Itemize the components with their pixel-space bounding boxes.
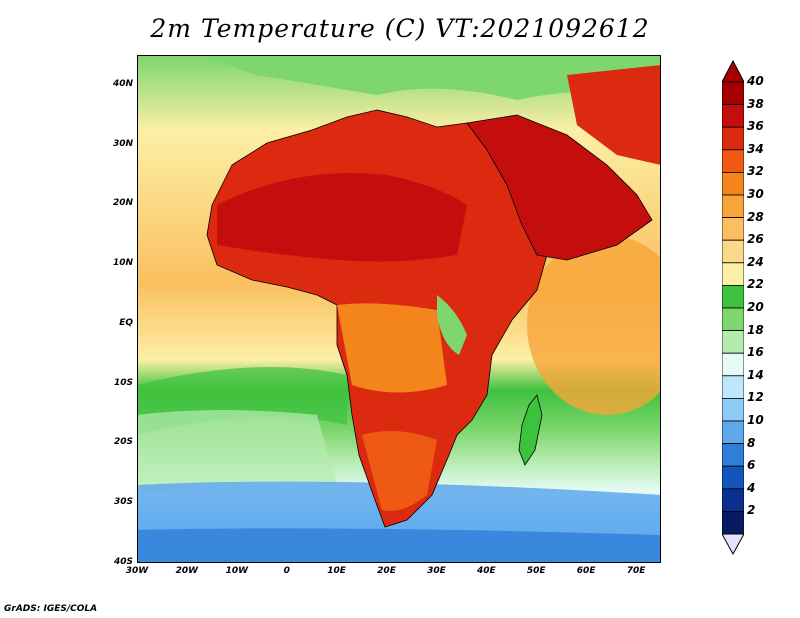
credit-text: GrADS: IGES/COLA <box>4 604 98 614</box>
southern-ocean-cold <box>137 528 661 563</box>
colorbar-label: 2 <box>747 503 756 518</box>
colorbar-swatch <box>722 307 744 332</box>
colorbar-swatch <box>722 284 744 309</box>
colorbar-swatch <box>722 126 744 151</box>
colorbar-swatch <box>722 81 744 106</box>
colorbar-label: 34 <box>747 141 764 156</box>
lon-tick-label: 30E <box>427 566 446 576</box>
colorbar-swatch <box>722 443 744 467</box>
colorbar-swatch <box>722 465 744 490</box>
lat-tick-label: 40N <box>112 78 133 89</box>
colorbar-swatch <box>722 172 744 196</box>
colorbar-swatch <box>722 375 744 399</box>
sahara-hot <box>217 173 467 262</box>
arabia-landmass <box>466 114 653 261</box>
colorbar-label: 14 <box>747 367 764 382</box>
colorbar-label: 26 <box>747 232 764 247</box>
colorbar-label: 30 <box>747 187 764 201</box>
colorbar-label: 16 <box>747 345 764 360</box>
colorbar-swatch <box>722 149 744 173</box>
colorbar-label: 6 <box>747 458 756 473</box>
colorbar-label: 10 <box>747 413 764 427</box>
colorbar-label: 12 <box>747 390 764 405</box>
lon-tick-label: 60E <box>576 566 596 576</box>
southern-africa-warm <box>362 431 437 511</box>
colorbar-label: 28 <box>747 209 764 224</box>
colorbar-swatch <box>722 330 744 354</box>
colorbar-over-arrow <box>722 60 744 83</box>
colorbar-swatch <box>722 194 744 219</box>
lat-tick-label: 20S <box>113 437 133 448</box>
colorbar-label: 22 <box>747 277 764 292</box>
lon-tick-label: 10E <box>327 566 346 576</box>
lon-tick-label: 50E <box>526 566 546 576</box>
lon-tick-label: 70E <box>626 566 646 576</box>
europe-region <box>197 55 661 100</box>
iran-region <box>567 65 661 165</box>
lon-tick-label: 0 <box>283 566 290 576</box>
central-africa-warm <box>337 303 447 393</box>
colorbar-swatch <box>722 420 744 445</box>
lat-tick-label: 30S <box>113 497 133 508</box>
temperature-map <box>137 55 661 563</box>
lat-tick-label: 40S <box>113 557 133 567</box>
colorbar-label: 38 <box>747 96 764 111</box>
lat-tick-label: EQ <box>119 317 133 328</box>
colorbar-label: 18 <box>747 322 764 337</box>
lake-region-green <box>437 295 467 355</box>
colorbar-swatch <box>722 262 744 286</box>
colorbar-swatch <box>722 239 744 264</box>
lat-tick-label: 10S <box>113 377 133 388</box>
lon-tick-label: 20W <box>175 566 199 576</box>
lon-tick-label: 20E <box>377 566 396 576</box>
colorbar-label: 20 <box>747 300 764 314</box>
colorbar-swatch <box>722 510 744 535</box>
colorbar-swatch <box>722 397 744 422</box>
colorbar-swatch <box>722 488 744 512</box>
map-border <box>137 55 661 563</box>
arabian-sea-warm <box>527 235 661 415</box>
lat-tick-label: 10N <box>112 258 133 269</box>
colorbar-label: 8 <box>747 435 756 450</box>
colorbar-under-arrow <box>722 533 744 556</box>
colorbar-label: 24 <box>747 254 764 269</box>
colorbar-label: 4 <box>747 480 756 495</box>
colorbar <box>722 60 744 556</box>
madagascar <box>518 394 543 466</box>
colorbar-label: 36 <box>747 119 764 134</box>
colorbar-swatch <box>722 104 744 128</box>
lat-tick-label: 30N <box>112 138 133 149</box>
colorbar-label: 40 <box>747 74 764 88</box>
map-title: 2m Temperature (C) VT:2021092612 <box>150 14 650 43</box>
colorbar-swatch <box>722 217 744 241</box>
colorbar-label: 32 <box>747 164 764 179</box>
lon-tick-label: 10W <box>225 566 249 576</box>
lon-tick-label: 40E <box>476 566 496 576</box>
lon-tick-label: 30W <box>125 566 149 576</box>
lat-tick-label: 20N <box>112 198 133 209</box>
colorbar-swatch <box>722 352 744 377</box>
south-atlantic-cool <box>137 410 337 495</box>
